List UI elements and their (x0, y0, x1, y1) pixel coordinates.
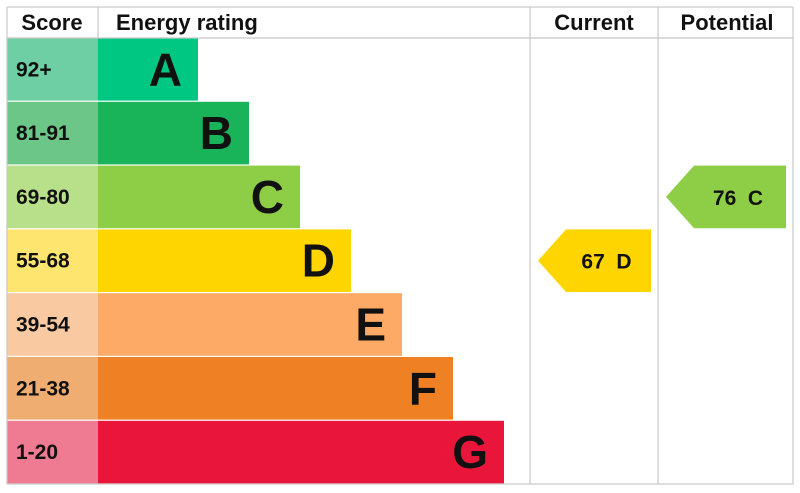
score-range-g: 1-20 (16, 441, 58, 464)
rating-letter-d: D (302, 235, 335, 287)
rating-letter-e: E (355, 299, 386, 351)
score-range-b: 81-91 (16, 122, 70, 145)
score-cell-g (7, 420, 98, 484)
rating-bar-g (98, 420, 504, 484)
score-range-f: 21-38 (16, 377, 70, 400)
rating-letter-a: A (149, 43, 182, 95)
rating-bar-b (98, 101, 249, 165)
header-current: Current (554, 10, 634, 35)
header-energy-rating: Energy rating (116, 10, 258, 35)
potential-rating-arrow (666, 165, 786, 229)
rating-bar-c (98, 165, 300, 229)
score-cell-f (7, 357, 98, 420)
rating-letter-f: F (409, 362, 437, 414)
score-range-a: 92+ (16, 58, 52, 81)
potential-rating-label: 76 C (713, 187, 763, 210)
band-layer: 92+ A 81-91 B 69-80 C 55-68 D 39-54 E 21-38 F 1-20 G (7, 38, 504, 484)
score-cell-e (7, 293, 98, 356)
score-range-e: 39-54 (16, 314, 70, 337)
current-rating-label: 67 D (581, 251, 631, 274)
header-row: Score Energy rating Current Potential (21, 10, 773, 35)
rating-bar-e (98, 293, 402, 356)
grid-lines (6, 6, 794, 485)
rating-letter-c: C (251, 171, 284, 223)
score-cell-a (7, 38, 98, 101)
rating-letter-g: G (452, 426, 488, 478)
score-cell-d (7, 229, 98, 292)
score-cell-b (7, 101, 98, 165)
score-range-c: 69-80 (16, 186, 70, 209)
score-cell-c (7, 165, 98, 229)
rating-letter-b: B (200, 107, 233, 159)
header-potential: Potential (681, 10, 774, 35)
rating-bar-f (98, 357, 453, 420)
rating-bar-d (98, 229, 351, 292)
rating-bar-a (98, 38, 198, 101)
score-range-d: 55-68 (16, 250, 70, 273)
header-score: Score (21, 10, 82, 35)
rating-arrows: 67 D 76 C (538, 165, 786, 292)
current-rating-arrow (538, 229, 651, 292)
